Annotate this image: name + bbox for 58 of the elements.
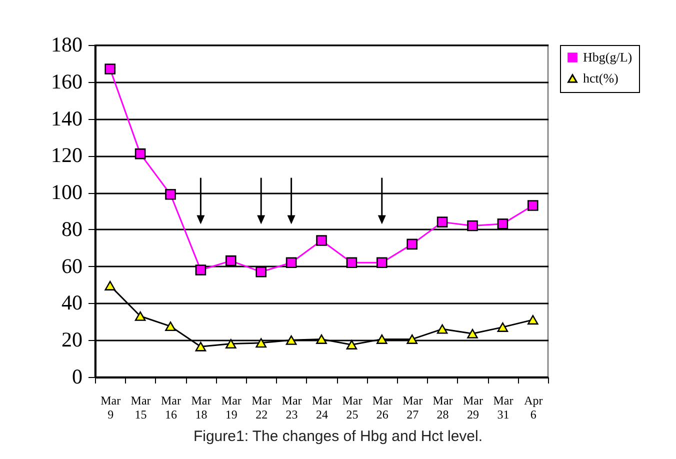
point — [497, 322, 508, 332]
y-tick-label: 40 — [62, 290, 82, 315]
point — [226, 255, 236, 266]
x-tick-label: Mar 24 — [312, 394, 332, 422]
y-tick-label: 0 — [72, 364, 82, 388]
point — [467, 220, 478, 232]
point — [528, 315, 538, 325]
point — [316, 235, 327, 246]
x-tick-label: Mar 9 — [100, 394, 121, 422]
legend-label: Hbg(g/L) — [583, 50, 632, 64]
point — [528, 200, 538, 211]
y-tick-label: 100 — [51, 180, 82, 204]
y-tick-label: 120 — [51, 143, 82, 168]
caption: Figure1: The changes of Hbg and Hct level. — [192, 428, 484, 445]
point — [346, 340, 358, 350]
x-tick-label: Mar 22 — [252, 394, 272, 422]
y-tick-label: 160 — [51, 69, 82, 94]
point — [256, 266, 266, 278]
point — [286, 335, 297, 345]
point — [104, 280, 116, 290]
point — [134, 148, 146, 160]
x-tick-label: Apr 6 — [524, 394, 543, 422]
point — [406, 238, 418, 250]
point — [376, 257, 388, 268]
x-tick-label: Mar 26 — [372, 394, 392, 422]
point — [195, 342, 206, 352]
point — [104, 64, 116, 74]
point — [256, 338, 266, 348]
x-tick-label: Mar 18 — [191, 394, 212, 422]
point — [195, 264, 206, 276]
point — [467, 328, 478, 338]
x-tick-label: Mar 28 — [432, 394, 453, 422]
point — [436, 216, 448, 228]
x-tick-label: Mar 27 — [402, 394, 423, 422]
x-tick-label: Mar 31 — [493, 394, 514, 422]
y-tick-label: 180 — [51, 32, 82, 56]
point — [406, 334, 418, 344]
y-tick-label: 140 — [51, 106, 82, 130]
point — [316, 334, 327, 344]
x-tick-label: Mar 29 — [463, 394, 483, 422]
point — [286, 257, 297, 268]
x-tick-label: Mar 16 — [161, 394, 181, 422]
point — [134, 311, 146, 321]
y-tick-label: 80 — [62, 216, 82, 241]
point — [165, 189, 176, 200]
x-tick-label: Mar 15 — [130, 394, 151, 422]
point — [497, 218, 508, 230]
x-tick-label: Mar 19 — [221, 394, 242, 422]
x-tick-label: Mar 25 — [342, 394, 362, 422]
y-tick-label: 20 — [62, 328, 82, 352]
legend-label: hct(%) — [583, 70, 618, 86]
point — [436, 324, 448, 334]
point — [376, 334, 388, 344]
y-tick-label: 60 — [62, 254, 82, 278]
point — [165, 322, 176, 332]
x-tick-label: Mar 23 — [282, 394, 302, 422]
point — [226, 339, 236, 349]
point — [346, 257, 358, 268]
